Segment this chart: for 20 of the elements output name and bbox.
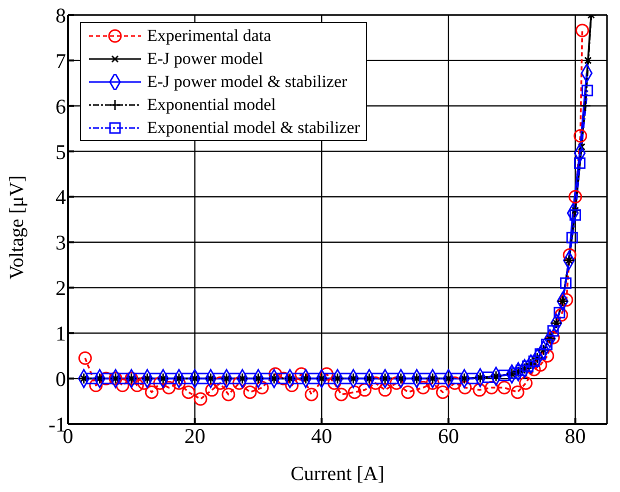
- legend-label: Experimental data: [147, 26, 272, 46]
- y-tick-label: 6: [56, 94, 66, 118]
- legend-label: E-J power model: [147, 48, 264, 68]
- x-tick-label: 20: [184, 424, 206, 448]
- legend-label: Exponential model: [147, 94, 276, 114]
- y-tick-label: 4: [56, 185, 66, 210]
- y-tick-label: 8: [56, 3, 66, 28]
- y-tick-label: 7: [56, 48, 66, 73]
- y-tick-label: 0: [56, 367, 66, 392]
- y-axis-title: Voltage [μV]: [6, 175, 28, 280]
- y-tick-label: 3: [56, 230, 66, 255]
- x-axis-title: Current [A]: [290, 463, 384, 485]
- y-tick-label: 5: [56, 140, 66, 164]
- y-tick-label: 2: [56, 276, 66, 300]
- legend-label: E-J power model & stabilizer: [147, 72, 348, 92]
- x-tick-label: 80: [564, 424, 586, 448]
- x-tick-label: 60: [438, 424, 459, 448]
- legend-label: Exponential model & stabilizer: [147, 118, 360, 138]
- x-tick-label: 40: [311, 424, 332, 448]
- y-tick-label: 1: [56, 322, 66, 346]
